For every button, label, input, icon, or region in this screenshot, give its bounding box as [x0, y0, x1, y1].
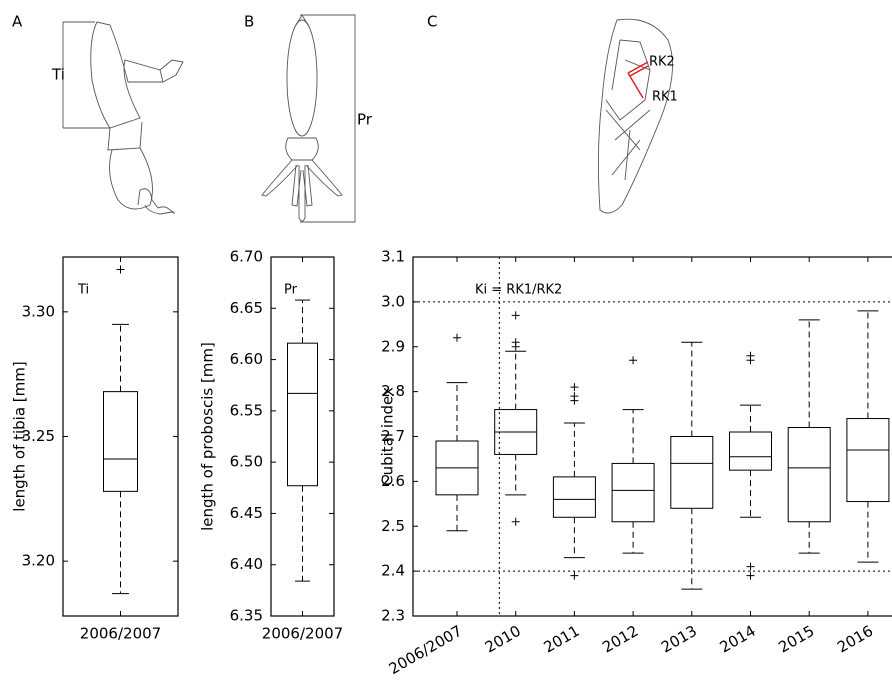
outlier	[746, 356, 755, 365]
x-tick-label: 2011	[541, 622, 583, 657]
box	[670, 436, 714, 509]
y-tick-label: 6.65	[230, 299, 263, 317]
outlier	[511, 342, 520, 351]
drawing-label: Pr	[357, 111, 373, 129]
y-axis-label: Cubital index	[379, 387, 397, 486]
y-tick-label: 3.30	[22, 302, 55, 320]
y-tick-label: 2.7	[381, 427, 405, 445]
box	[611, 462, 655, 523]
proboscis-drawing	[261, 14, 356, 223]
x-tick-label: 2006/2007	[262, 625, 343, 643]
outlier	[453, 333, 461, 342]
y-tick-label: 6.50	[230, 453, 263, 471]
outlier	[570, 571, 579, 580]
box	[787, 427, 831, 523]
x-tick-label: 2013	[658, 622, 700, 657]
leg-drawing	[62, 21, 184, 215]
box	[552, 476, 596, 518]
y-tick-label: 6.40	[230, 555, 263, 573]
panel-label: C	[427, 13, 437, 31]
drawing-label: Ti	[51, 66, 65, 84]
drawing-label: RK2	[649, 55, 675, 70]
annotation: Ti	[77, 283, 89, 298]
y-tick-label: 6.70	[230, 248, 263, 266]
box	[287, 342, 318, 487]
x-tick-label: 2006/2007	[80, 625, 161, 643]
y-tick-label: 2.8	[381, 382, 405, 400]
panel-label: A	[12, 13, 23, 31]
outlier	[746, 562, 755, 571]
drawing-label: RK1	[652, 90, 678, 105]
annotation: Ki = RK1/RK2	[475, 283, 562, 298]
y-tick-label: 3.20	[22, 552, 55, 570]
annotation: Pr	[284, 283, 298, 298]
outlier	[570, 383, 579, 392]
y-axis-label: length of tibia [mm]	[11, 361, 29, 511]
wing-drawing	[597, 18, 673, 214]
outlier	[570, 396, 579, 405]
y-tick-label: 3.0	[381, 292, 405, 310]
outlier	[116, 265, 125, 274]
axes-frame	[412, 256, 892, 617]
y-tick-label: 2.5	[381, 517, 405, 535]
x-tick-label: 2015	[775, 622, 817, 657]
x-tick-label: 2016	[834, 622, 876, 657]
panel-label: B	[244, 13, 254, 31]
y-tick-label: 2.6	[381, 472, 405, 490]
y-tick-label: 3.25	[22, 427, 55, 445]
y-tick-label: 6.45	[230, 504, 263, 522]
y-tick-label: 2.3	[381, 607, 405, 625]
y-tick-label: 6.35	[230, 607, 263, 625]
box	[729, 431, 772, 471]
x-tick-label: 2010	[482, 622, 524, 657]
y-axis-label: length of proboscis [mm]	[199, 342, 217, 531]
box	[846, 418, 890, 503]
y-tick-label: 2.4	[381, 562, 405, 580]
outlier	[511, 311, 520, 320]
x-tick-label: 2012	[599, 622, 641, 657]
outlier	[629, 356, 638, 365]
outlier	[746, 571, 755, 580]
y-tick-label: 2.9	[381, 337, 405, 355]
box	[103, 391, 138, 492]
y-tick-label: 3.1	[381, 248, 405, 266]
outlier	[511, 517, 520, 526]
x-tick-label: 2006/2007	[386, 622, 465, 678]
y-tick-label: 6.60	[230, 350, 263, 368]
y-tick-label: 6.55	[230, 401, 263, 419]
x-tick-label: 2014	[717, 622, 759, 657]
